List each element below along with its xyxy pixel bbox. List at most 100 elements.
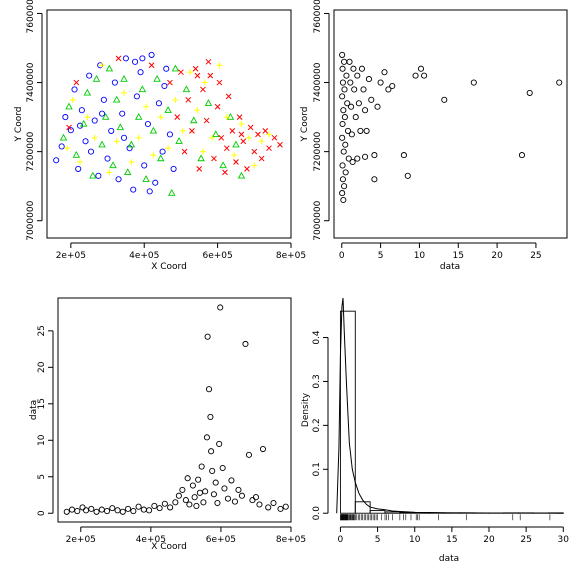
point-circle <box>111 79 118 86</box>
point-triangle <box>105 64 114 72</box>
point-plus <box>99 62 106 69</box>
point-circle <box>148 51 155 58</box>
point-triangle <box>153 74 161 82</box>
point-circle <box>63 508 70 515</box>
point-circle <box>417 65 425 72</box>
x-tick-label: 6e+05 <box>206 535 236 545</box>
point-circle <box>341 114 348 121</box>
point-circle <box>351 86 358 93</box>
point-cross <box>266 145 272 152</box>
point-cross <box>167 79 173 86</box>
point-circle <box>221 485 228 492</box>
x-tick-label: 10 <box>409 535 421 545</box>
y-tick-label: 7400000 <box>26 62 36 102</box>
point-circle <box>362 153 369 160</box>
point-cross <box>258 155 265 162</box>
x-tick-label: 25 <box>530 251 541 261</box>
point-circle <box>412 72 419 79</box>
point-circle <box>82 507 90 514</box>
point-circle <box>203 434 210 441</box>
point-circle <box>88 505 95 512</box>
point-plus <box>113 138 120 145</box>
point-triangle <box>109 161 117 169</box>
point-circle <box>339 51 346 58</box>
point-circle <box>93 508 100 515</box>
point-circle <box>214 499 221 507</box>
panel-3-marks <box>63 304 289 515</box>
point-circle <box>184 475 191 482</box>
point-circle <box>341 86 348 93</box>
point-plus <box>265 131 272 138</box>
point-circle <box>172 499 179 506</box>
point-circle <box>224 495 231 502</box>
point-circle <box>249 497 256 504</box>
point-circle <box>212 479 219 486</box>
panel-3-axes: 2e+05 4e+05 6e+05 8e+05 0 5 10 15 20 25 <box>37 325 306 545</box>
point-circle <box>343 72 350 79</box>
point-circle <box>170 165 177 172</box>
point-circle <box>208 448 215 455</box>
panel-2-marks <box>339 51 563 204</box>
point-triangle <box>204 99 213 106</box>
point-plus <box>157 114 164 121</box>
point-cross <box>66 124 72 131</box>
point-circle <box>115 176 122 183</box>
point-circle <box>135 503 142 510</box>
x-tick-label: 5 <box>378 251 384 261</box>
point-circle <box>74 508 81 515</box>
point-triangle <box>237 171 246 179</box>
point-circle <box>207 413 214 420</box>
point-circle <box>200 499 207 506</box>
point-circle <box>146 188 153 195</box>
point-circle <box>368 96 375 103</box>
point-circle <box>252 494 260 501</box>
point-triangle <box>79 119 88 127</box>
point-circle <box>87 148 95 155</box>
panel-2-axes: 0 5 10 15 20 25 7000000 7200000 7400000 7600000 <box>313 0 542 261</box>
point-plus <box>106 169 113 176</box>
y-tick-label: 25 <box>37 325 47 336</box>
point-circle <box>132 58 139 65</box>
density-curve <box>336 297 564 514</box>
point-plus <box>77 159 84 165</box>
y-tick-label: 7000000 <box>26 200 36 240</box>
point-circle <box>104 155 111 162</box>
point-circle <box>216 440 223 447</box>
point-plus <box>194 107 201 114</box>
point-circle <box>339 190 346 197</box>
point-circle <box>346 58 353 65</box>
point-triangle <box>116 123 125 131</box>
panel-1-ylabel: Y Coord <box>14 107 24 143</box>
point-circle <box>98 506 105 513</box>
point-cross <box>115 55 122 62</box>
point-circle <box>130 508 137 515</box>
point-circle <box>219 464 226 472</box>
point-circle <box>155 100 162 107</box>
point-triangle <box>112 95 121 103</box>
point-circle <box>198 463 205 470</box>
x-tick-label: 15 <box>446 535 457 545</box>
y-tick-label: 7400000 <box>313 62 323 102</box>
point-triangle <box>190 116 198 124</box>
point-circle <box>122 55 129 62</box>
point-triangle <box>219 161 227 169</box>
y-tick-label: 0.2 <box>312 418 322 432</box>
point-circle <box>126 145 133 152</box>
point-circle <box>159 148 166 155</box>
point-circle <box>348 131 355 138</box>
point-circle <box>341 183 348 190</box>
x-tick-label: 4e+05 <box>136 535 166 545</box>
x-tick-label: 0 <box>339 251 345 261</box>
panel-4: 0 5 10 15 20 25 30 0.0 0.1 0.2 0.3 0.4 data Density <box>301 297 569 564</box>
point-triangle <box>164 106 172 113</box>
point-circle <box>342 169 349 176</box>
point-cross <box>216 79 223 86</box>
point-circle <box>277 505 284 512</box>
point-plus <box>187 69 194 76</box>
point-cross <box>223 145 230 152</box>
point-circle <box>209 467 216 474</box>
point-circle <box>339 162 346 169</box>
panel-3-ylabel: data <box>29 400 39 420</box>
point-triangle <box>138 85 147 93</box>
point-triangle <box>59 133 68 141</box>
